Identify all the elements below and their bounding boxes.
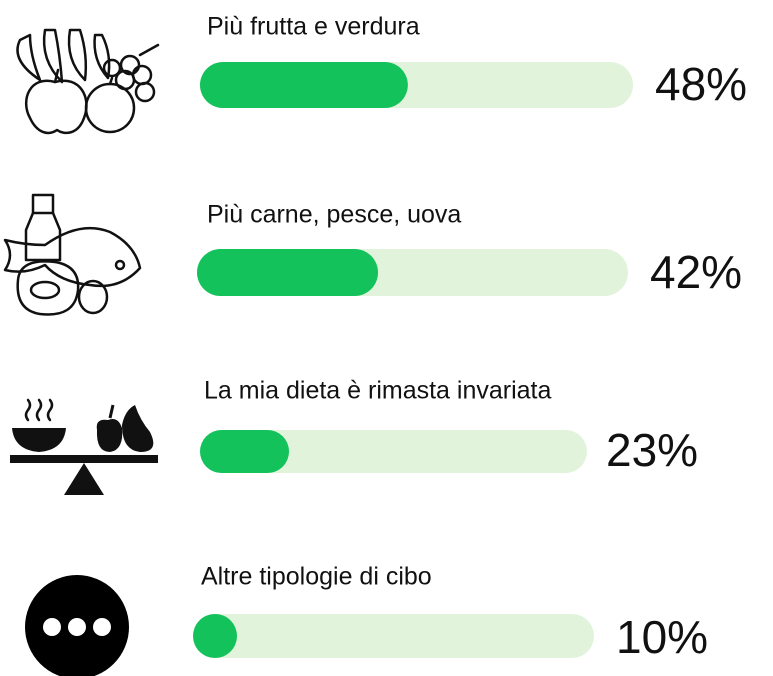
bar-track [200,430,587,473]
bar [200,62,408,108]
bar-track [193,614,594,658]
more-icon [25,575,129,676]
bar [200,430,290,473]
value-label: 42% [650,246,742,298]
bar [197,249,379,296]
fruit-icon [16,28,160,135]
value-label: 23% [606,424,698,476]
protein-icon [3,193,142,316]
balance-icon [10,398,158,495]
bar [193,614,237,658]
value-label: 48% [655,58,747,110]
bar-label: Più carne, pesce, uova [207,201,461,229]
bar-label: Altre tipologie di cibo [201,563,432,591]
bar-label: Più frutta e verdura [207,13,420,41]
value-label: 10% [616,611,708,663]
bar-label: La mia dieta è rimasta invariata [204,377,551,405]
